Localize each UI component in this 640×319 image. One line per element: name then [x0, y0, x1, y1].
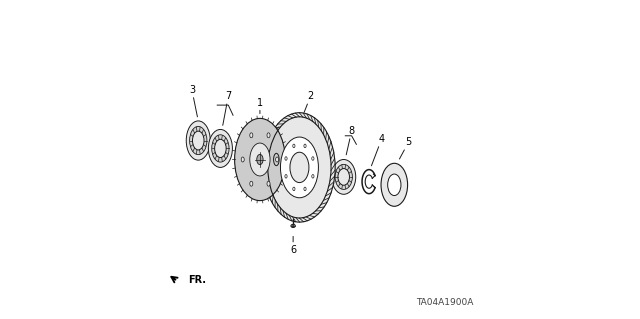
- Ellipse shape: [186, 121, 211, 160]
- Ellipse shape: [276, 157, 278, 162]
- Ellipse shape: [304, 144, 306, 148]
- Ellipse shape: [235, 118, 285, 201]
- Ellipse shape: [267, 133, 270, 138]
- Text: 2: 2: [304, 91, 314, 112]
- Ellipse shape: [257, 154, 263, 165]
- Ellipse shape: [239, 149, 253, 170]
- Text: TA04A1900A: TA04A1900A: [416, 298, 474, 307]
- Ellipse shape: [189, 126, 207, 155]
- Ellipse shape: [267, 181, 270, 186]
- Ellipse shape: [250, 143, 270, 176]
- Text: 7: 7: [223, 91, 232, 125]
- Text: 5: 5: [399, 137, 412, 159]
- Text: FR.: FR.: [188, 275, 206, 285]
- Ellipse shape: [332, 160, 356, 194]
- Ellipse shape: [250, 133, 253, 138]
- Ellipse shape: [381, 163, 408, 206]
- Ellipse shape: [236, 155, 243, 164]
- Ellipse shape: [335, 164, 353, 189]
- Ellipse shape: [209, 130, 232, 167]
- Ellipse shape: [193, 131, 204, 150]
- Text: 3: 3: [189, 85, 197, 117]
- Ellipse shape: [304, 187, 306, 191]
- Ellipse shape: [312, 174, 314, 178]
- Text: 1: 1: [257, 98, 263, 114]
- Ellipse shape: [285, 157, 287, 160]
- Ellipse shape: [388, 174, 401, 196]
- Ellipse shape: [214, 139, 226, 158]
- Ellipse shape: [292, 144, 295, 148]
- Text: 6: 6: [290, 236, 296, 255]
- Ellipse shape: [291, 224, 295, 227]
- Ellipse shape: [280, 137, 319, 198]
- Ellipse shape: [264, 113, 335, 222]
- Text: 8: 8: [346, 126, 355, 155]
- Ellipse shape: [338, 168, 349, 185]
- Ellipse shape: [285, 174, 287, 178]
- Ellipse shape: [312, 157, 314, 160]
- Ellipse shape: [292, 187, 295, 191]
- Ellipse shape: [241, 157, 244, 162]
- Ellipse shape: [290, 152, 309, 182]
- Ellipse shape: [273, 153, 279, 166]
- Ellipse shape: [250, 181, 253, 186]
- Ellipse shape: [212, 135, 229, 162]
- Text: 4: 4: [371, 134, 385, 166]
